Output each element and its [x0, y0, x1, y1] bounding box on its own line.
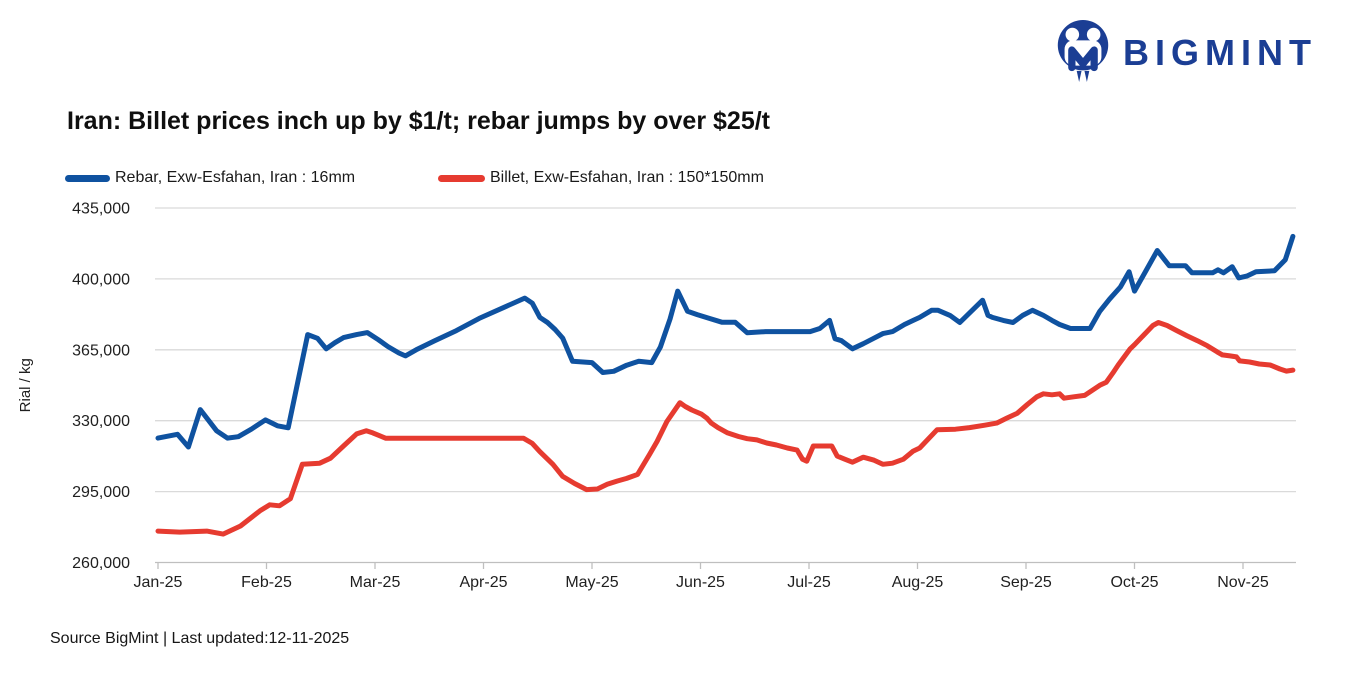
legend-label-rebar: Rebar, Exw-Esfahan, Iran : 16mm [115, 169, 356, 186]
series-line-billet [155, 320, 1296, 537]
source-note: Source BigMint | Last updated:12-11-2025 [50, 630, 350, 647]
y-tick-label: 295,000 [72, 484, 130, 501]
brand-logo: BIGMINT [1056, 20, 1317, 84]
series-line-rebar [155, 233, 1296, 450]
x-tick-label: Mar-25 [350, 574, 401, 591]
chart-title: Iran: Billet prices inch up by $1/t; reb… [67, 107, 770, 135]
x-tick-label: Jun-25 [676, 574, 725, 591]
x-tick-label: Sep-25 [1000, 574, 1052, 591]
x-tick-label: Aug-25 [892, 574, 944, 591]
y-tick-label: 260,000 [72, 555, 130, 572]
x-tick-label: Jul-25 [787, 574, 831, 591]
y-tick-label: 365,000 [72, 342, 130, 359]
x-tick-label: Oct-25 [1110, 574, 1158, 591]
bigmint-logo-icon [1057, 20, 1109, 83]
y-tick-label: 435,000 [72, 201, 130, 218]
x-tick-label: Jan-25 [134, 574, 183, 591]
brand-wordmark: BIGMINT [1123, 32, 1317, 73]
x-tick-label: Nov-25 [1217, 574, 1269, 591]
y-tick-label: 400,000 [72, 271, 130, 288]
x-tick-label: Apr-25 [459, 574, 507, 591]
y-tick-label: 330,000 [72, 413, 130, 430]
x-tick-label: May-25 [565, 574, 618, 591]
billet-line-swatch [438, 174, 485, 182]
y-axis-title: Rial / kg [17, 358, 34, 412]
rebar-line-swatch [65, 174, 110, 182]
legend-item-rebar: Rebar, Exw-Esfahan, Iran : 16mm [65, 168, 355, 188]
price-line-chart: 435,000 400,000 365,000 330,000 295,000 260,0… [17, 201, 1296, 591]
x-tick-label: Feb-25 [241, 574, 292, 591]
chart-legend: Rebar, Exw-Esfahan, Iran : 16mm Billet, … [65, 168, 1065, 188]
legend-label-billet: Billet, Exw-Esfahan, Iran : 150*150mm [490, 169, 764, 186]
legend-item-billet: Billet, Exw-Esfahan, Iran : 150*150mm [438, 168, 764, 188]
